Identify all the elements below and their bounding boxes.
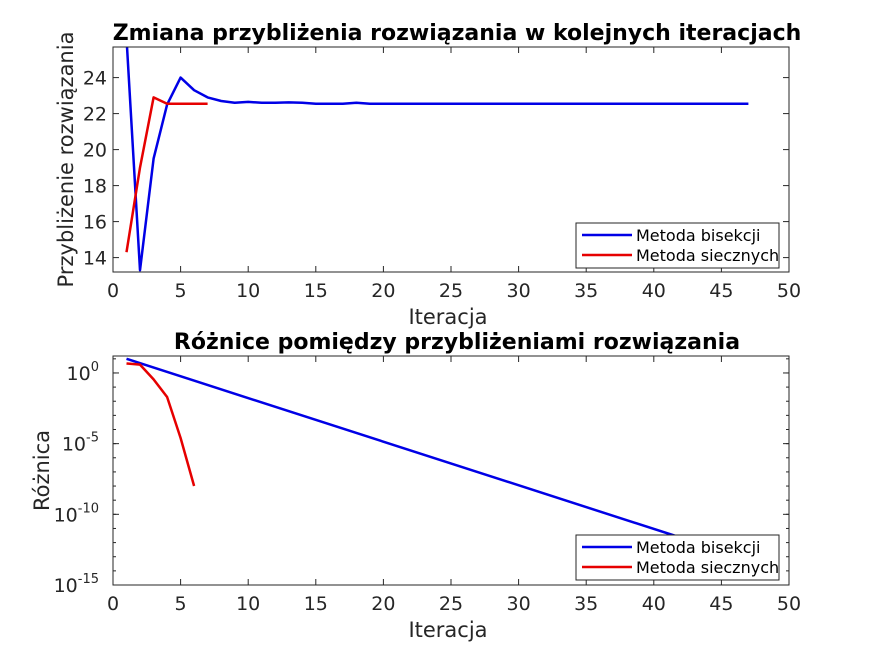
top-y-tick-label: 22 (83, 104, 107, 126)
top-x-tick-label: 45 (709, 280, 733, 302)
bottom-y-tick-label: 10-10 (54, 501, 99, 526)
top-x-tick-label: 10 (236, 280, 260, 302)
top-x-tick-label: 50 (777, 280, 801, 302)
top-y-axis-label: Przybliżenie rozwiązania (54, 32, 78, 288)
top-y-tick-label: 18 (83, 176, 107, 198)
top-x-tick-label: 5 (175, 280, 187, 302)
bottom-legend-label-bisekcji: Metoda bisekcji (636, 538, 761, 557)
top-y-tick-label: 16 (83, 212, 107, 234)
top-x-tick-label: 0 (107, 280, 119, 302)
bottom-legend-box (575, 534, 780, 581)
bottom-x-tick-label: 10 (236, 593, 260, 615)
bottom-series-line-bisekcji (126, 357, 695, 544)
bottom-x-tick-label: 5 (175, 593, 187, 615)
bottom-legend-label-siecznych: Metoda siecznych (636, 558, 779, 577)
bottom-x-tick-label: 20 (371, 593, 395, 615)
top-series-line-siecznych (125, 96, 208, 253)
bottom-x-tick-label: 0 (107, 593, 119, 615)
top-y-tick-label: 20 (83, 140, 107, 162)
top-y-tick-label: 14 (83, 248, 107, 270)
bottom-x-tick-label: 35 (574, 593, 598, 615)
top-x-tick-label: 25 (439, 280, 463, 302)
top-legend-label-siecznych: Metoda siecznych (636, 246, 779, 265)
top-legend-label-bisekcji: Metoda bisekcji (636, 226, 761, 245)
top-x-tick-label: 15 (304, 280, 328, 302)
top-x-axis-label: Iteracja (408, 305, 487, 329)
top-legend-box (575, 222, 780, 269)
bottom-x-tick-label: 25 (439, 593, 463, 615)
bottom-series-line-siecznych (126, 362, 196, 487)
bottom-y-tick-label: 10-5 (62, 431, 99, 456)
top-chart: 0 5 10 15 20 25 30 35 40 45 50 14 16 18 20 22 24 Zmiana p… (54, 21, 801, 329)
top-y-tick-label: 24 (83, 68, 107, 90)
bottom-y-tick-label: 10-15 (54, 572, 99, 597)
top-series-line-bisekcji (125, 47, 749, 272)
bottom-x-tick-label: 15 (304, 593, 328, 615)
top-x-tick-label: 35 (574, 280, 598, 302)
bottom-x-tick-label: 50 (777, 593, 801, 615)
bottom-x-tick-label: 40 (642, 593, 666, 615)
bottom-x-tick-label: 30 (507, 593, 531, 615)
bottom-x-axis-label: Iteracja (408, 618, 487, 642)
bottom-chart: 0 5 10 15 20 25 30 35 40 45 50 100 10-5 10-10 10-15 Róż… (30, 330, 801, 642)
bottom-y-axis-label: Różnica (30, 430, 54, 511)
bottom-x-tick-label: 45 (709, 593, 733, 615)
top-chart-title: Zmiana przybliżenia rozwiązania w kolejn… (113, 21, 802, 46)
top-x-tick-label: 40 (642, 280, 666, 302)
bottom-chart-title: Różnice pomiędzy przybliżeniami rozwiąza… (174, 330, 740, 355)
top-x-tick-label: 30 (507, 280, 531, 302)
bottom-y-tick-label: 100 (67, 360, 99, 385)
top-x-tick-label: 20 (371, 280, 395, 302)
